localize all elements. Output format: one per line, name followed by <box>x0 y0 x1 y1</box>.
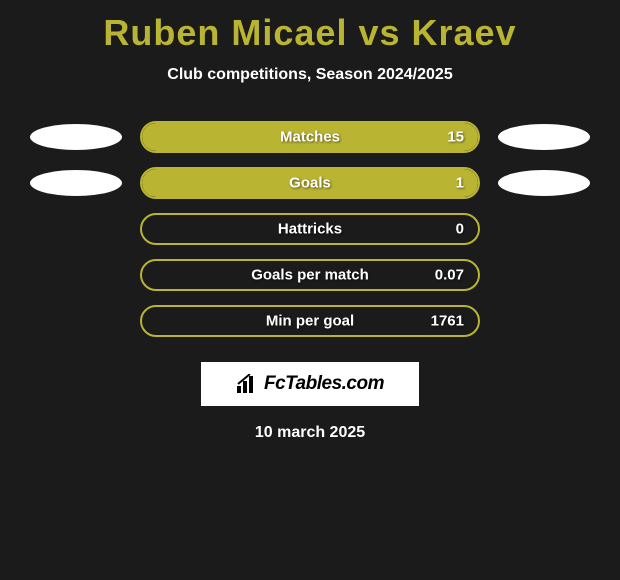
stat-row: Min per goal 1761 <box>0 298 620 344</box>
stat-bar: Goals 1 <box>140 167 480 199</box>
stat-bar: Matches 15 <box>140 121 480 153</box>
stat-bar: Hattricks 0 <box>140 213 480 245</box>
logo-text: FcTables.com <box>264 373 384 395</box>
stat-bar: Goals per match 0.07 <box>140 259 480 291</box>
stat-row: Goals per match 0.07 <box>0 252 620 298</box>
stat-label: Hattricks <box>278 221 342 238</box>
date-text: 10 march 2025 <box>0 424 620 442</box>
stat-value: 0 <box>456 221 464 238</box>
chart-icon <box>236 374 258 394</box>
page-title: Ruben Micael vs Kraev <box>0 0 620 54</box>
stat-label: Min per goal <box>266 313 354 330</box>
player-right-marker <box>498 170 590 196</box>
player-left-marker <box>30 124 122 150</box>
stat-value: 1761 <box>431 313 464 330</box>
stat-label: Goals per match <box>251 267 369 284</box>
player-left-marker <box>30 170 122 196</box>
logo-badge: FcTables.com <box>201 362 419 406</box>
stat-value: 15 <box>447 129 464 146</box>
stat-label: Matches <box>280 129 340 146</box>
stat-value: 0.07 <box>435 267 464 284</box>
stat-row: Matches 15 <box>0 114 620 160</box>
stat-row: Goals 1 <box>0 160 620 206</box>
stats-chart: Matches 15 Goals 1 Hattricks 0 Goals per match… <box>0 114 620 344</box>
subtitle: Club competitions, Season 2024/2025 <box>0 66 620 84</box>
stat-bar: Min per goal 1761 <box>140 305 480 337</box>
stat-label: Goals <box>289 175 331 192</box>
stat-value: 1 <box>456 175 464 192</box>
stat-row: Hattricks 0 <box>0 206 620 252</box>
player-right-marker <box>498 124 590 150</box>
